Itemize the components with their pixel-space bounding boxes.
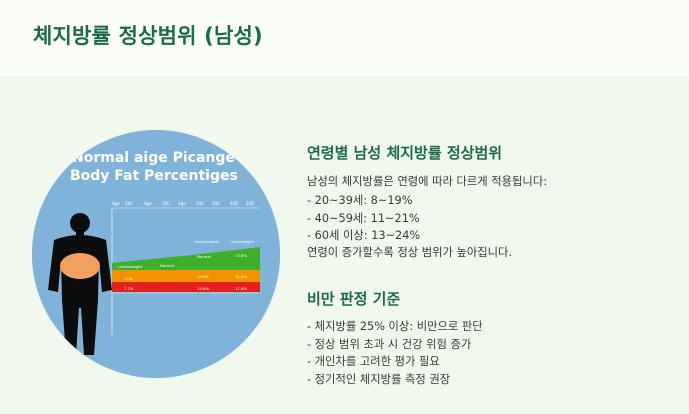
obesity-criteria-text: - 정기적인 체지방률 측정 권장 bbox=[307, 373, 451, 386]
age-range-heading: 연령별 남성 체지방률 정상범위 bbox=[307, 144, 503, 162]
page-header: 체지방률 정상범위 (남성) bbox=[0, 0, 689, 76]
axis-label: 200 bbox=[125, 201, 133, 206]
axis-label: Age bbox=[178, 201, 186, 206]
zone-value: 11.5% bbox=[235, 274, 247, 279]
obesity-criteria-heading: 비만 판정 기준 bbox=[307, 290, 401, 308]
age-range-text: 연령이 증가할수록 정상 범위가 높아집니다. bbox=[307, 246, 513, 259]
axis-label: 200 bbox=[246, 201, 254, 206]
belly-fat-highlight bbox=[60, 253, 100, 279]
age-range-text: 남성의 체지방률은 연령에 따라 다르게 적용됩니다: bbox=[307, 175, 548, 188]
zone-orange bbox=[112, 270, 260, 282]
axis-label: 100 bbox=[196, 201, 204, 206]
body-fat-chart-image: Normal aige Picange Body Fat Percentiges… bbox=[32, 130, 280, 378]
axis-label: 10C bbox=[162, 201, 170, 206]
axis-label: Age bbox=[112, 201, 120, 206]
page-title: 체지방률 정상범위 (남성) bbox=[33, 24, 263, 48]
zone-label: Underweight bbox=[194, 239, 219, 244]
zone-label: Underweight bbox=[230, 239, 255, 244]
obesity-criteria-text: - 체지방률 25% 이상: 비만으로 판단 bbox=[307, 320, 483, 333]
zone-value: 11.8% bbox=[235, 286, 247, 291]
axis-label: 400 bbox=[230, 201, 238, 206]
obesity-criteria-text: - 정상 범위 초과 시 건강 위험 증가 bbox=[307, 338, 472, 351]
zone-value: 15.9% bbox=[197, 286, 209, 291]
body-fat-illustration: Normal aige Picange Body Fat Percentiges… bbox=[32, 130, 280, 378]
image-title-line2: Body Fat Percentiges bbox=[70, 168, 238, 184]
age-range-text: - 60세 이상: 13~24% bbox=[307, 229, 421, 242]
zone-green bbox=[112, 247, 260, 270]
zone-value: 12% bbox=[124, 276, 133, 281]
zone-value: 7.7% bbox=[124, 286, 134, 291]
age-range-text: - 20~39세: 8~19% bbox=[307, 194, 413, 207]
zone-red bbox=[112, 282, 260, 292]
age-range-text: - 40~59세: 11~21% bbox=[307, 212, 420, 225]
image-title-line1: Normal aige Picange bbox=[72, 150, 235, 166]
axis-label: Age bbox=[144, 201, 152, 206]
zone-value: 13.8% bbox=[235, 253, 247, 258]
zone-label: Normal bbox=[197, 254, 211, 259]
zone-value: 13.5% bbox=[197, 274, 209, 279]
zone-label: Underweight bbox=[118, 264, 143, 269]
obesity-criteria-text: - 개인차를 고려한 평가 필요 bbox=[307, 355, 440, 368]
axis-label: 200 bbox=[212, 201, 220, 206]
zone-label: Normal bbox=[160, 263, 174, 268]
